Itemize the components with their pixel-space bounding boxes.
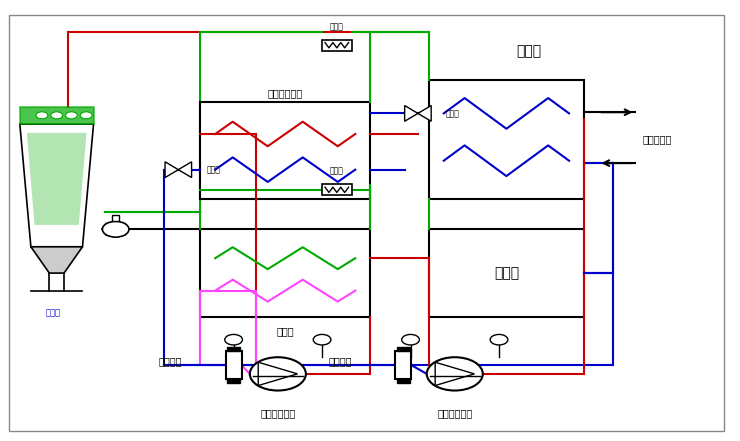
Bar [397, 379, 410, 383]
Polygon shape [178, 162, 192, 178]
Circle shape [250, 357, 306, 391]
Text: 油分离器: 油分离器 [158, 356, 182, 366]
Bar [201, 102, 370, 198]
Bar [397, 348, 410, 351]
Text: 过滤器: 过滤器 [330, 167, 344, 176]
Circle shape [313, 334, 331, 345]
Bar [322, 40, 351, 51]
Text: 过滤器: 过滤器 [330, 22, 344, 31]
Text: 蒸发式冷凝器: 蒸发式冷凝器 [268, 88, 303, 98]
Bar [322, 184, 351, 195]
Circle shape [402, 334, 420, 345]
Circle shape [225, 334, 243, 345]
Circle shape [490, 334, 508, 345]
Polygon shape [418, 105, 431, 121]
Polygon shape [31, 247, 82, 273]
Text: 膨胀阀: 膨胀阀 [206, 165, 221, 174]
Bar [201, 229, 370, 317]
Bar [227, 348, 241, 351]
Circle shape [427, 357, 482, 391]
Text: 油分离器: 油分离器 [328, 356, 352, 366]
Text: 低温级压缩机: 低温级压缩机 [437, 408, 472, 418]
Circle shape [80, 112, 92, 119]
Bar [395, 351, 411, 379]
Bar [227, 379, 241, 383]
Bar [226, 351, 242, 379]
Text: 冷却塔: 冷却塔 [45, 308, 61, 317]
Polygon shape [165, 162, 178, 178]
Circle shape [102, 221, 129, 237]
Bar [429, 80, 584, 198]
Polygon shape [27, 133, 87, 225]
Bar [429, 229, 584, 317]
Text: 膨胀罐: 膨胀罐 [494, 266, 519, 280]
Polygon shape [405, 105, 418, 121]
Polygon shape [435, 362, 474, 385]
Circle shape [36, 112, 48, 119]
Bar [112, 215, 119, 221]
Circle shape [66, 112, 77, 119]
Text: 冷凝器: 冷凝器 [277, 325, 294, 336]
Text: 高温级压缩机: 高温级压缩机 [260, 408, 295, 418]
Text: 酒精进出口: 酒精进出口 [643, 135, 672, 145]
Polygon shape [20, 107, 93, 124]
Text: 蒸发器: 蒸发器 [516, 45, 541, 58]
Polygon shape [20, 124, 93, 247]
Text: 膨胀阀: 膨胀阀 [446, 109, 460, 118]
Polygon shape [258, 362, 297, 385]
Circle shape [51, 112, 63, 119]
